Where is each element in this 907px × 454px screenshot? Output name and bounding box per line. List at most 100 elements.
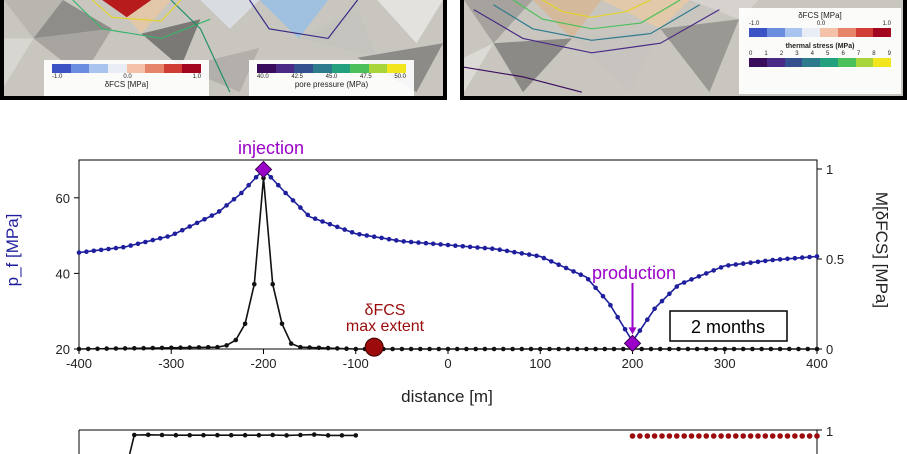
colorbar-dfcs-right: [749, 28, 891, 37]
data-point: [150, 345, 156, 351]
lower-red-point: [740, 433, 746, 439]
data-point: [135, 241, 141, 247]
lower-red-point: [703, 433, 710, 439]
time-box: [669, 310, 788, 342]
data-point: [713, 346, 718, 352]
data-point: [180, 227, 185, 233]
data-point: [224, 203, 229, 208]
data-point: [777, 346, 783, 352]
data-point: [768, 346, 774, 352]
data-point: [538, 346, 543, 352]
data-point: [657, 346, 663, 352]
data-point: [453, 243, 458, 248]
legend-pressure-label: pore pressure (MPa): [294, 80, 369, 89]
y-left-tick-label: 60: [56, 191, 70, 206]
data-point: [242, 321, 248, 327]
data-point: [602, 346, 608, 352]
data-point: [740, 346, 746, 352]
lower-red-point: [629, 433, 636, 439]
data-point: [418, 346, 423, 352]
lower-red-point: [688, 433, 695, 439]
data-point: [344, 346, 349, 351]
y-left-tick-label: 40: [56, 266, 70, 281]
lower-red-point: [769, 433, 776, 439]
data-point: [556, 346, 561, 352]
data-point: [312, 216, 318, 221]
lower-red-point: [784, 433, 791, 439]
time-label: 2 months: [691, 317, 765, 337]
data-point: [233, 337, 239, 343]
data-point: [814, 346, 820, 352]
data-point: [132, 346, 137, 351]
data-point: [676, 346, 681, 352]
data-point: [157, 236, 163, 241]
lower-series-line: [128, 433, 356, 454]
data-point: [423, 240, 429, 246]
data-point: [787, 346, 792, 352]
data-point: [76, 346, 82, 352]
data-point: [353, 346, 359, 352]
data-point: [615, 314, 620, 320]
data-point: [694, 346, 700, 352]
data-point: [91, 248, 97, 254]
data-point: [113, 245, 119, 251]
data-point: [172, 231, 178, 237]
lower-red-point: [799, 433, 805, 439]
data-point: [475, 245, 480, 250]
data-point: [320, 219, 325, 224]
data-point: [748, 260, 753, 265]
data-point: [814, 254, 820, 259]
data-point: [718, 265, 724, 270]
lower-red-point: [814, 433, 820, 439]
lower-red-point: [651, 433, 658, 439]
data-point: [585, 277, 591, 282]
data-point: [178, 345, 183, 350]
x-tick-label: 300: [714, 356, 736, 371]
x-tick-label: -100: [343, 356, 369, 371]
lower-red-point: [681, 433, 687, 439]
data-point: [648, 346, 654, 352]
data-point: [128, 243, 133, 248]
data-point: [252, 281, 257, 287]
data-point: [436, 346, 442, 352]
legend-dfcs-left: -1.0 0.0 1.0 δFCS [MPa]: [44, 60, 209, 96]
data-point: [394, 238, 399, 243]
data-point: [401, 239, 407, 244]
data-point: [526, 252, 532, 257]
lower-y-right-tick-label: 1: [826, 424, 833, 439]
data-point: [491, 346, 497, 352]
data-point: [143, 239, 148, 245]
lower-red-point: [659, 433, 665, 439]
data-point: [298, 205, 303, 210]
data-point: [726, 263, 731, 268]
data-point: [510, 346, 515, 352]
x-tick-label: 200: [622, 356, 644, 371]
data-point: [430, 241, 436, 247]
production-marker: [623, 334, 642, 353]
data-point: [750, 346, 755, 352]
data-point: [106, 246, 111, 252]
markers: [254, 160, 642, 357]
data-point: [519, 346, 525, 352]
data-point: [652, 306, 657, 312]
data-point: [288, 341, 294, 346]
y-right-tick-label: 0.5: [826, 252, 844, 267]
data-point: [290, 198, 296, 203]
data-point: [327, 221, 333, 227]
data-point: [731, 346, 737, 352]
data-point: [253, 175, 259, 180]
data-point: [674, 284, 680, 289]
data-point: [785, 256, 790, 262]
data-point: [600, 293, 606, 299]
data-point: [325, 345, 331, 351]
lower-red-point: [762, 433, 769, 439]
data-point: [205, 345, 211, 350]
data-point: [696, 274, 702, 279]
data-point: [645, 317, 650, 322]
data-point: [681, 280, 687, 285]
injection-label: injection: [238, 138, 304, 158]
lower-red-point: [710, 433, 717, 439]
legend-dfcs-label-left: δFCS [MPa]: [104, 80, 149, 89]
data-point: [224, 343, 229, 348]
colorbar-pressure: [257, 64, 406, 73]
